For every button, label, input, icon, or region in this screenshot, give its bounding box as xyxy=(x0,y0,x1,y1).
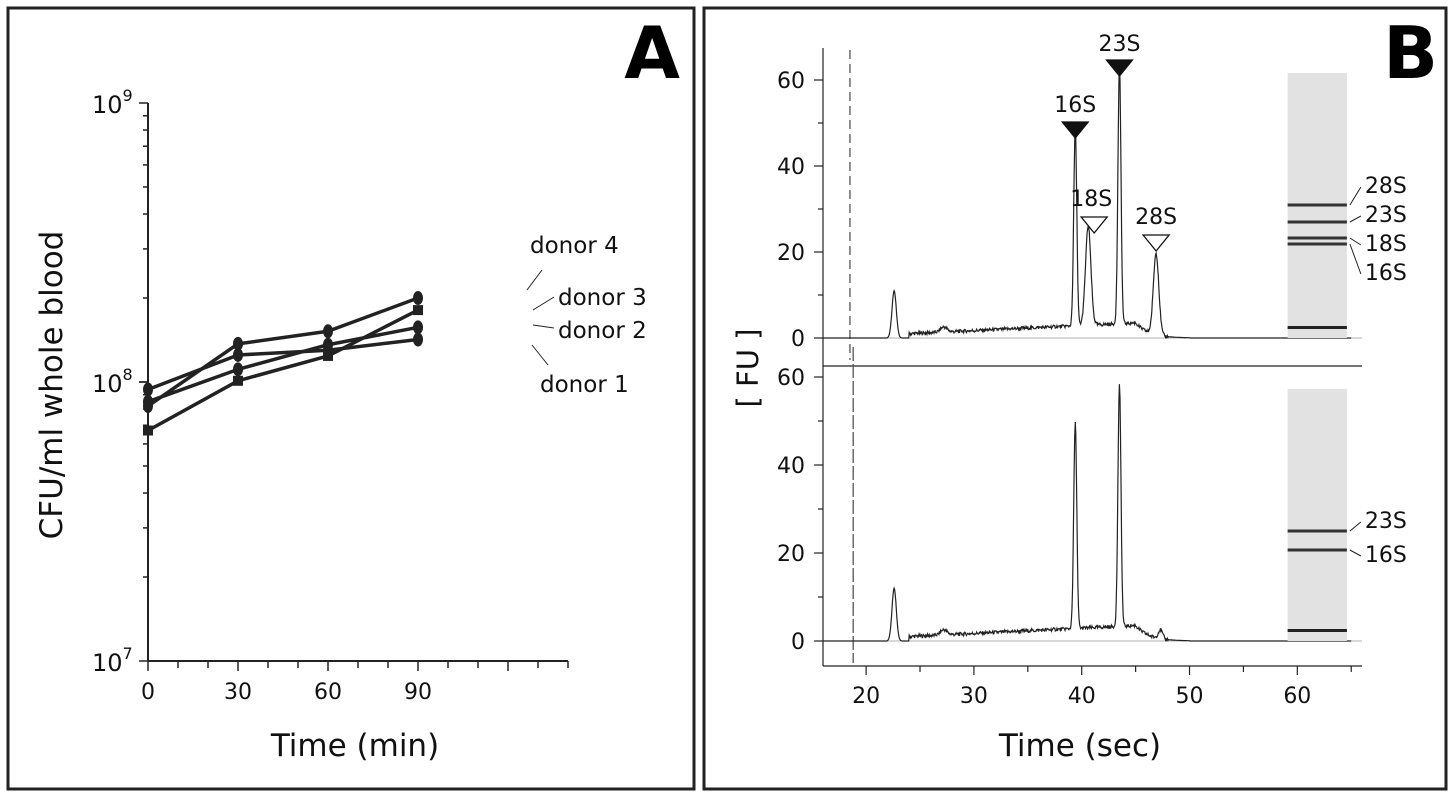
gel-band xyxy=(1287,548,1347,552)
peak-marker-18S xyxy=(1079,216,1109,235)
data-point xyxy=(233,347,243,362)
peak-marker-28S xyxy=(1141,234,1171,253)
gel-band-label: 18S xyxy=(1365,232,1407,257)
gel-band-leader xyxy=(1349,215,1362,223)
gel-marker-band xyxy=(1287,326,1347,329)
data-point xyxy=(413,305,423,316)
data-point xyxy=(233,375,243,386)
series-line-donor-4 xyxy=(147,296,419,408)
panel-b-frame xyxy=(702,6,1448,791)
peak-marker-23S xyxy=(1105,59,1134,78)
legend-leader-line xyxy=(531,344,549,366)
panel-a-frame xyxy=(6,6,696,791)
legend-label-donor-1: donor 1 xyxy=(540,372,629,398)
gel-band xyxy=(1287,220,1347,224)
panel-a-y-tick-label: 108 xyxy=(92,365,133,398)
series-line-donor-3 xyxy=(147,308,419,433)
legend-leader-line xyxy=(532,324,555,329)
series-line-donor-1 xyxy=(147,337,419,392)
panel-b-x-tick-label: 50 xyxy=(1176,684,1204,709)
gel-band xyxy=(1287,236,1347,240)
data-point xyxy=(143,394,153,409)
gel-band xyxy=(1287,203,1347,207)
panel-b-xlabel: Time (sec) xyxy=(998,728,1161,764)
panel-a-x-tick-label: 30 xyxy=(224,680,252,705)
data-point xyxy=(233,336,243,351)
data-point xyxy=(413,332,423,347)
panel-a-x-tick-label: 90 xyxy=(404,680,432,705)
panel-b-x-tick-label: 40 xyxy=(1068,684,1096,709)
legend-leader-line xyxy=(532,296,555,311)
panel-a-xlabel: Time (min) xyxy=(270,728,439,764)
peak-label-16S: 16S xyxy=(1054,93,1096,118)
peak-label-28S: 28S xyxy=(1135,205,1177,230)
data-point xyxy=(413,320,423,335)
panel-b-y-tick-label: 40 xyxy=(777,155,805,180)
peak-label-23S: 23S xyxy=(1098,32,1140,57)
gel-band-leader xyxy=(1349,243,1362,275)
series-line-donor-2 xyxy=(147,325,419,404)
gel-marker-band xyxy=(1287,629,1347,632)
panel-a-x-tick-label: 60 xyxy=(314,680,342,705)
data-point xyxy=(323,324,333,339)
panel-b-y-tick-label: 60 xyxy=(777,366,805,391)
gel-band-leader xyxy=(1349,237,1362,246)
panel-b-y-tick-label: 0 xyxy=(791,327,805,352)
gel-band xyxy=(1287,242,1347,246)
gel-band-label: 28S xyxy=(1365,174,1407,199)
gel-band-leader xyxy=(1349,549,1362,557)
peak-marker-16S xyxy=(1060,121,1090,140)
gel-band-label: 23S xyxy=(1365,203,1407,228)
gel-band xyxy=(1287,529,1347,533)
electropherogram-trace xyxy=(823,65,1352,340)
panel-a-y-tick-label: 109 xyxy=(92,86,133,119)
peak-label-18S: 18S xyxy=(1070,187,1112,212)
panel-b-x-tick-label: 60 xyxy=(1283,684,1311,709)
legend-label-donor-2: donor 2 xyxy=(558,318,647,344)
gel-lane xyxy=(1287,389,1347,641)
panel-b-y-tick-label: 40 xyxy=(777,454,805,479)
data-point xyxy=(413,291,423,306)
legend-leader-line xyxy=(526,269,543,291)
electropherogram-trace xyxy=(823,384,1352,642)
panel-b-y-tick-label: 20 xyxy=(777,542,805,567)
data-point xyxy=(143,425,153,436)
panel-b-x-tick-label: 20 xyxy=(852,684,880,709)
panel-a-y-tick-label: 107 xyxy=(92,644,133,677)
panel-a-plot: 107 108 109 0 30 60 90 donor 4 donor 3 donor 2 don… xyxy=(92,86,647,705)
panel-a-ylabel: CFU/ml whole blood xyxy=(34,231,70,540)
panel-b-x-tick-label: 30 xyxy=(960,684,988,709)
gel-band-label: 16S xyxy=(1365,543,1407,568)
panel-b-y-tick-label: 20 xyxy=(777,241,805,266)
panel-a-letter: A xyxy=(624,11,680,95)
panel-a-x-tick-label: 0 xyxy=(141,680,155,705)
legend-label-donor-3: donor 3 xyxy=(558,285,647,311)
panel-b-y-tick-label: 0 xyxy=(791,630,805,655)
panel-b-ylabel: [ FU ] xyxy=(731,329,765,408)
gel-band-label: 16S xyxy=(1365,261,1407,286)
data-point xyxy=(233,362,243,377)
legend-label-donor-4: donor 4 xyxy=(530,233,619,259)
gel-band-leader xyxy=(1349,521,1362,532)
gel-band-leader xyxy=(1349,186,1362,206)
panel-b-y-tick-label: 60 xyxy=(777,69,805,94)
gel-band-label: 23S xyxy=(1365,509,1407,534)
panel-b-letter: B xyxy=(1383,11,1438,95)
panel-b-plot: 20 30 40 50 60 0 20 40 60 28S 23S 18S 16S 16S 23S 18S 28… xyxy=(777,32,1407,709)
data-point xyxy=(323,343,333,358)
data-point xyxy=(143,382,153,397)
